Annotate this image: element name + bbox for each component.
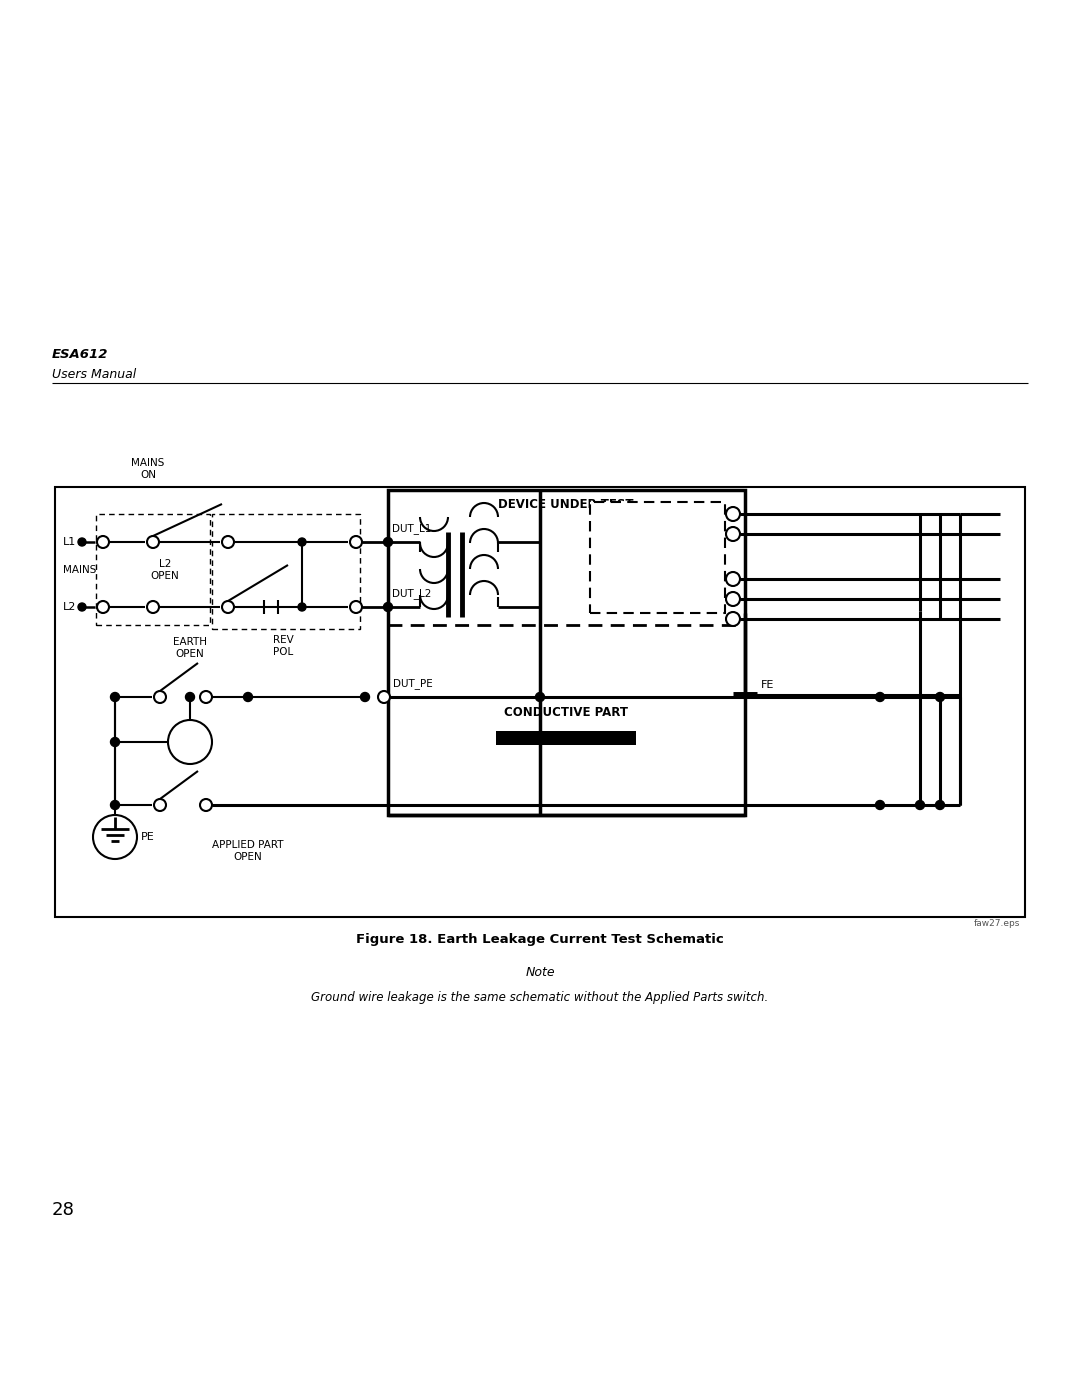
Text: Ground wire leakage is the same schematic without the Applied Parts switch.: Ground wire leakage is the same schemati… — [311, 992, 769, 1004]
Text: MAINS
ON: MAINS ON — [132, 458, 164, 481]
Circle shape — [147, 536, 159, 548]
Text: L1: L1 — [63, 536, 77, 548]
Circle shape — [726, 527, 740, 541]
Text: EARTH
OPEN: EARTH OPEN — [173, 637, 207, 659]
Circle shape — [876, 800, 885, 809]
Circle shape — [147, 601, 159, 613]
Bar — [96, 514, 210, 624]
Circle shape — [110, 738, 120, 746]
Circle shape — [110, 693, 120, 701]
Text: L2
OPEN: L2 OPEN — [150, 559, 179, 581]
Circle shape — [298, 604, 306, 610]
Text: Figure 18. Earth Leakage Current Test Schematic: Figure 18. Earth Leakage Current Test Sc… — [356, 933, 724, 947]
Bar — [388, 490, 745, 814]
Circle shape — [110, 800, 120, 809]
Circle shape — [726, 612, 740, 626]
Circle shape — [876, 693, 885, 701]
Circle shape — [350, 601, 362, 613]
Circle shape — [726, 571, 740, 585]
Circle shape — [93, 814, 137, 859]
Circle shape — [726, 507, 740, 521]
Text: APPLIED
PART: APPLIED PART — [627, 543, 687, 571]
Text: DEVICE UNDER TEST: DEVICE UNDER TEST — [498, 497, 634, 511]
Circle shape — [78, 604, 86, 610]
Circle shape — [298, 538, 306, 546]
Circle shape — [916, 800, 924, 809]
Text: L2: L2 — [63, 602, 77, 612]
Text: Note: Note — [525, 965, 555, 978]
Bar — [212, 514, 360, 629]
Text: faw27.eps: faw27.eps — [974, 919, 1020, 929]
Circle shape — [154, 799, 166, 812]
Text: DUT_PE: DUT_PE — [393, 678, 433, 689]
Bar — [388, 490, 745, 624]
Text: REV
POL: REV POL — [272, 636, 294, 657]
Circle shape — [378, 692, 390, 703]
Circle shape — [383, 602, 392, 612]
Circle shape — [78, 538, 86, 546]
Text: 28: 28 — [52, 1201, 75, 1220]
Circle shape — [726, 592, 740, 606]
Text: DUT_L1: DUT_L1 — [392, 522, 431, 534]
Circle shape — [383, 538, 392, 546]
Circle shape — [935, 693, 945, 701]
Text: APPLIED PART
OPEN: APPLIED PART OPEN — [213, 840, 284, 862]
Circle shape — [243, 693, 253, 701]
Circle shape — [935, 800, 945, 809]
Circle shape — [168, 719, 212, 764]
Text: MD: MD — [181, 738, 199, 747]
Circle shape — [536, 693, 544, 701]
Circle shape — [154, 692, 166, 703]
Text: Users Manual: Users Manual — [52, 367, 136, 381]
Circle shape — [200, 692, 212, 703]
Circle shape — [97, 536, 109, 548]
Circle shape — [222, 601, 234, 613]
Circle shape — [97, 601, 109, 613]
Circle shape — [350, 536, 362, 548]
Bar — [496, 731, 636, 745]
Text: PE: PE — [141, 833, 154, 842]
Text: ESA612: ESA612 — [52, 348, 108, 360]
Circle shape — [186, 693, 194, 701]
Text: CONDUCTIVE PART: CONDUCTIVE PART — [504, 705, 627, 719]
Bar — [590, 502, 725, 613]
Text: FE: FE — [761, 680, 774, 690]
Text: DUT_L2: DUT_L2 — [392, 588, 431, 599]
Bar — [55, 488, 1025, 916]
Circle shape — [200, 799, 212, 812]
Circle shape — [222, 536, 234, 548]
Circle shape — [361, 693, 369, 701]
Text: MAINS: MAINS — [63, 564, 96, 576]
